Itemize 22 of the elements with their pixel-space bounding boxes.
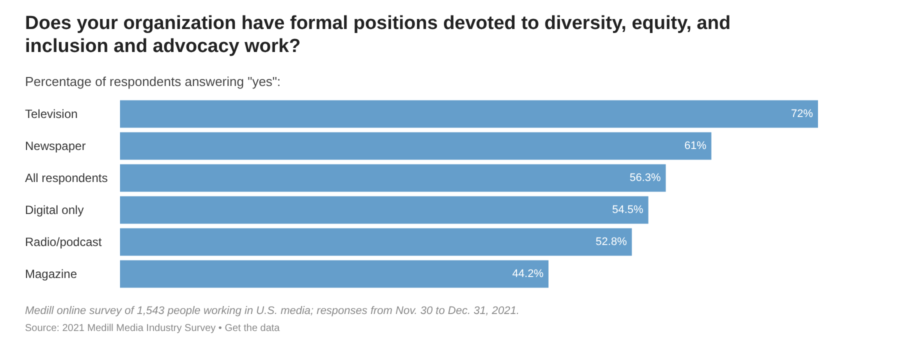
bar — [120, 196, 648, 224]
bar — [120, 100, 818, 128]
chart-title: Does your organization have formal positions devoted to diversity, equity, and inclusion and advocacy work? — [25, 12, 732, 58]
data-label: 56.3% — [630, 172, 662, 184]
bar — [120, 132, 712, 160]
y-tick-label: All respondents — [25, 171, 108, 185]
data-label: 72% — [790, 108, 814, 120]
data-label: 54.5% — [612, 204, 644, 216]
bar — [120, 164, 666, 192]
y-tick-label: Digital only — [25, 203, 84, 217]
bar — [120, 260, 548, 288]
data-label: 61% — [684, 140, 707, 152]
y-tick-label: Television — [25, 107, 78, 121]
y-tick-label: Radio/podcast — [25, 235, 102, 249]
source-note: Source: 2021 Medill Media Industry Survey • Get the data — [25, 323, 280, 334]
data-label: 44.2% — [512, 268, 544, 280]
data-label: 52.8% — [596, 236, 628, 248]
y-tick-label: Magazine — [25, 267, 78, 281]
text: Medill online survey of 1,543 people working in U.S. media; responses from Nov. 30 to Dec. 31, 2021. — [25, 305, 520, 317]
bar — [120, 228, 632, 256]
chart-subtitle: Percentage of respondents answering "yes": — [25, 74, 281, 89]
y-tick-label: Newspaper — [25, 139, 86, 153]
